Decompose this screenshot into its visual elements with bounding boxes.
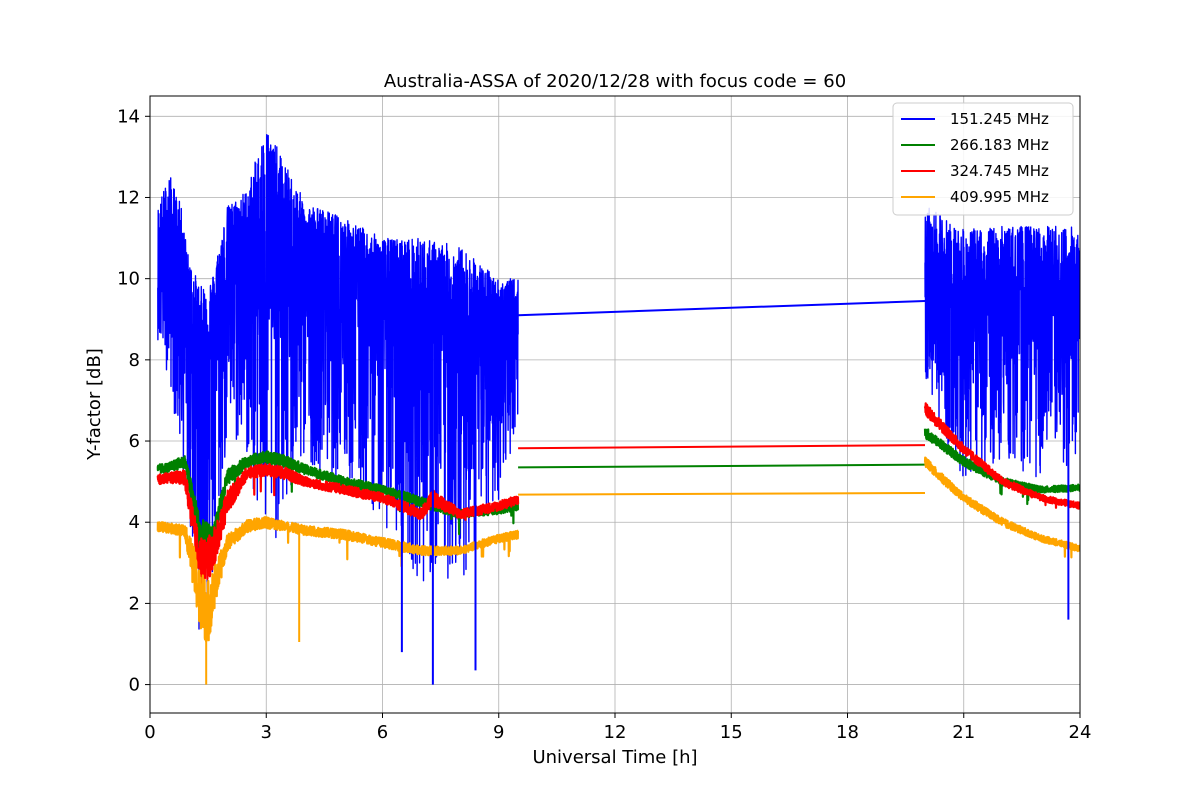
y-tick-label: 0 <box>129 675 140 696</box>
legend-label: 324.745 MHz <box>950 162 1049 180</box>
series-324-745-mhz <box>156 402 1080 588</box>
y-tick-label: 14 <box>117 106 140 127</box>
series-line <box>518 300 926 317</box>
chart-title: Australia-ASSA of 2020/12/28 with focus … <box>384 71 846 92</box>
series-line <box>156 463 520 588</box>
y-tick-label: 6 <box>129 431 140 452</box>
series-line <box>923 456 1080 559</box>
series-line <box>518 444 926 450</box>
y-tick-label: 12 <box>117 187 140 208</box>
legend-box <box>892 102 1074 216</box>
x-tick-label: 0 <box>144 722 155 743</box>
y-ticks: 0 2 4 6 8 10 12 14 <box>117 106 150 696</box>
legend-label: 266.183 MHz <box>950 136 1049 154</box>
series-151-245-mhz <box>157 133 1080 630</box>
x-tick-label: 24 <box>1069 722 1092 743</box>
y-tick-label: 10 <box>117 269 140 290</box>
x-tick-label: 18 <box>836 722 859 743</box>
x-ticks: 0 3 6 9 12 15 18 21 24 <box>144 713 1091 743</box>
series-line <box>923 402 1080 510</box>
legend-label: 409.995 MHz <box>950 188 1049 206</box>
x-axis-label: Universal Time [h] <box>532 747 697 768</box>
x-tick-label: 21 <box>952 722 975 743</box>
x-tick-label: 9 <box>493 722 504 743</box>
legend-label: 151.245 MHz <box>950 110 1049 128</box>
series-layer <box>156 133 1080 685</box>
series-line <box>924 207 1080 478</box>
x-tick-label: 12 <box>604 722 627 743</box>
plot-area <box>156 133 1080 685</box>
legend: 151.245 MHz 266.183 MHz 324.745 MHz 409.995… <box>892 102 1074 216</box>
y-tick-label: 4 <box>129 512 140 533</box>
x-tick-label: 15 <box>720 722 743 743</box>
x-tick-label: 6 <box>377 722 388 743</box>
y-tick-label: 8 <box>129 350 140 371</box>
series-409-995-mhz <box>156 456 1080 643</box>
x-tick-label: 3 <box>261 722 272 743</box>
series-line <box>156 515 520 643</box>
y-axis-label: Y-factor [dB] <box>84 348 105 461</box>
y-tick-label: 2 <box>129 593 140 614</box>
series-line <box>157 133 519 630</box>
series-line <box>518 492 926 496</box>
series-line <box>518 463 926 469</box>
